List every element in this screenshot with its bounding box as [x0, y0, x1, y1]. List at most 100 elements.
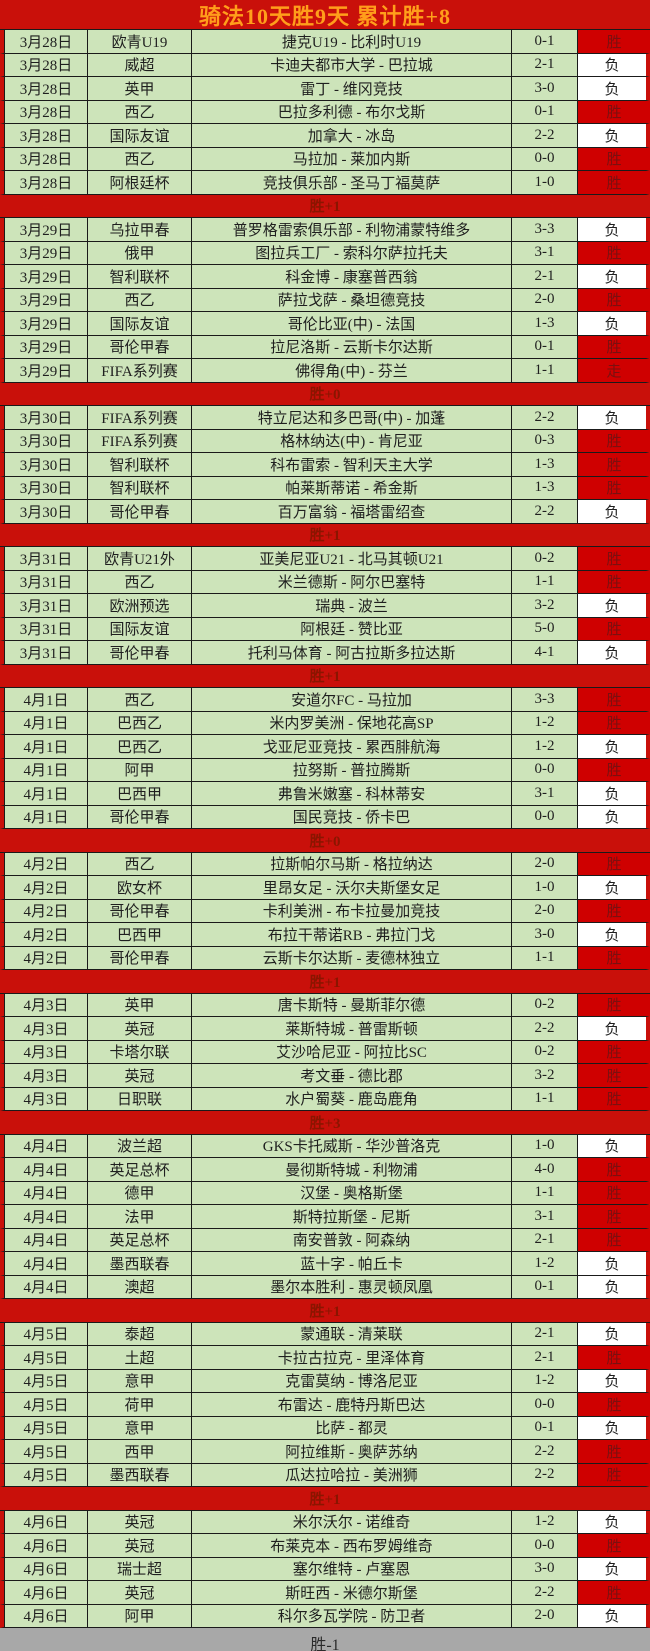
result-cell: 胜	[578, 1393, 650, 1416]
result-cell: 负	[578, 1557, 646, 1580]
table-row: 4月1日 巴西乙 戈亚尼亚竞技 - 累西腓航海 1-2 负	[0, 735, 650, 759]
match-cell: 考文垂 - 德比郡	[192, 1064, 512, 1087]
match-cell: 拉努斯 - 普拉腾斯	[192, 758, 512, 781]
match-cell: 莱斯特城 - 普雷斯顿	[192, 1017, 512, 1040]
result-cell: 胜	[578, 617, 650, 640]
score-cell: 2-0	[512, 288, 578, 311]
result-cell: 胜	[578, 1181, 650, 1204]
table-row: 4月3日 英冠 莱斯特城 - 普雷斯顿 2-2 负	[0, 1017, 650, 1041]
match-cell: 南安普敦 - 阿森纳	[192, 1228, 512, 1251]
match-cell: 拉尼洛斯 - 云斯卡尔达斯	[192, 335, 512, 358]
match-cell: 克雷莫纳 - 博洛尼亚	[192, 1369, 512, 1392]
date-cell: 4月5日	[4, 1416, 88, 1439]
score-cell: 3-1	[512, 782, 578, 805]
score-cell: 5-0	[512, 617, 578, 640]
league-cell: 西甲	[88, 1440, 192, 1463]
score-cell: 2-0	[512, 1604, 578, 1627]
score-cell: 2-2	[512, 406, 578, 429]
date-cell: 4月4日	[4, 1181, 88, 1204]
date-cell: 3月29日	[4, 265, 88, 288]
date-cell: 4月1日	[4, 688, 88, 711]
table-row: 4月5日 西甲 阿拉维斯 - 奥萨苏纳 2-2 胜	[0, 1440, 650, 1464]
score-cell: 2-2	[512, 1017, 578, 1040]
league-cell: 英冠	[88, 1534, 192, 1557]
result-cell: 胜	[578, 1205, 650, 1228]
result-cell: 胜	[578, 1064, 650, 1087]
date-cell: 4月1日	[4, 758, 88, 781]
table-row: 4月5日 意甲 克雷莫纳 - 博洛尼亚 1-2 负	[0, 1369, 650, 1393]
table-row: 3月28日 西乙 巴拉多利德 - 布尔戈斯 0-1 胜	[0, 100, 650, 124]
league-cell: 哥伦甲春	[88, 946, 192, 969]
date-cell: 4月1日	[4, 735, 88, 758]
league-cell: 荷甲	[88, 1393, 192, 1416]
table-row: 4月4日 墨西联春 蓝十字 - 帕丘卡 1-2 负	[0, 1252, 650, 1276]
result-cell: 负	[578, 500, 646, 523]
score-cell: 0-0	[512, 1534, 578, 1557]
score-cell: 3-2	[512, 594, 578, 617]
league-cell: 日职联	[88, 1087, 192, 1110]
score-cell: 1-2	[512, 1369, 578, 1392]
date-cell: 4月2日	[4, 899, 88, 922]
match-cell: 卡利美洲 - 布卡拉曼加竞技	[192, 899, 512, 922]
result-cell: 负	[578, 406, 646, 429]
table-row: 3月29日 哥伦甲春 拉尼洛斯 - 云斯卡尔达斯 0-1 胜	[0, 335, 650, 359]
date-cell: 4月2日	[4, 852, 88, 875]
league-cell: 西乙	[88, 147, 192, 170]
section-summary-row: 胜+1	[0, 1487, 650, 1511]
league-cell: 哥伦甲春	[88, 500, 192, 523]
match-cell: 布莱克本 - 西布罗姆维奇	[192, 1534, 512, 1557]
match-cell: 捷克U19 - 比利时U19	[192, 30, 512, 53]
table-row: 4月1日 西乙 安道尔FC - 马拉加 3-3 胜	[0, 688, 650, 712]
result-cell: 胜	[578, 147, 650, 170]
match-cell: 格林纳达(中) - 肯尼亚	[192, 429, 512, 452]
table-row: 3月30日 FIFA系列赛 特立尼达和多巴哥(中) - 加蓬 2-2 负	[0, 406, 650, 430]
result-cell: 负	[578, 805, 646, 828]
league-cell: 英甲	[88, 77, 192, 100]
table-row: 4月4日 德甲 汉堡 - 奥格斯堡 1-1 胜	[0, 1181, 650, 1205]
section-summary-row: 胜+1	[0, 1299, 650, 1323]
match-cell: 斯旺西 - 米德尔斯堡	[192, 1581, 512, 1604]
match-cell: 雷丁 - 维冈竞技	[192, 77, 512, 100]
result-cell: 胜	[578, 171, 650, 194]
date-cell: 3月28日	[4, 171, 88, 194]
match-cell: 佛得角(中) - 芬兰	[192, 359, 512, 382]
table-row: 3月29日 智利联杯 科金博 - 康塞普西翁 2-1 负	[0, 265, 650, 289]
match-cell: 马拉加 - 莱加内斯	[192, 147, 512, 170]
result-cell: 走	[578, 359, 650, 382]
score-cell: 1-2	[512, 735, 578, 758]
result-cell: 胜	[578, 335, 650, 358]
date-cell: 4月6日	[4, 1534, 88, 1557]
league-cell: 意甲	[88, 1369, 192, 1392]
result-cell: 负	[578, 1134, 646, 1157]
result-cell: 负	[578, 594, 646, 617]
section-summary-row: 胜+1	[0, 970, 650, 994]
table-row: 3月29日 FIFA系列赛 佛得角(中) - 芬兰 1-1 走	[0, 359, 650, 383]
date-cell: 4月5日	[4, 1440, 88, 1463]
date-cell: 4月5日	[4, 1322, 88, 1345]
league-cell: FIFA系列赛	[88, 429, 192, 452]
match-cell: 国民竞技 - 侨卡巴	[192, 805, 512, 828]
match-cell: 卡迪夫都市大学 - 巴拉城	[192, 53, 512, 76]
result-cell: 负	[578, 735, 646, 758]
score-cell: 4-0	[512, 1158, 578, 1181]
table-row: 4月2日 哥伦甲春 卡利美洲 - 布卡拉曼加竞技 2-0 胜	[0, 899, 650, 923]
score-cell: 3-1	[512, 1205, 578, 1228]
result-cell: 胜	[578, 547, 650, 570]
match-cell: 蓝十字 - 帕丘卡	[192, 1252, 512, 1275]
score-cell: 0-2	[512, 993, 578, 1016]
league-cell: 土超	[88, 1346, 192, 1369]
table-row: 4月6日 阿甲 科尔多瓦学院 - 防卫者 2-0 负	[0, 1604, 650, 1628]
match-cell: 托利马体育 - 阿古拉斯多拉达斯	[192, 641, 512, 664]
score-cell: 2-0	[512, 852, 578, 875]
date-cell: 4月1日	[4, 805, 88, 828]
league-cell: 英冠	[88, 1017, 192, 1040]
date-cell: 3月30日	[4, 453, 88, 476]
result-cell: 胜	[578, 899, 650, 922]
match-cell: 萨拉戈萨 - 桑坦德竞技	[192, 288, 512, 311]
result-cell: 胜	[578, 1228, 650, 1251]
score-cell: 0-0	[512, 758, 578, 781]
date-cell: 3月31日	[4, 594, 88, 617]
result-cell: 胜	[578, 1534, 650, 1557]
table-row: 4月4日 英足总杯 曼彻斯特城 - 利物浦 4-0 胜	[0, 1158, 650, 1182]
date-cell: 3月30日	[4, 500, 88, 523]
